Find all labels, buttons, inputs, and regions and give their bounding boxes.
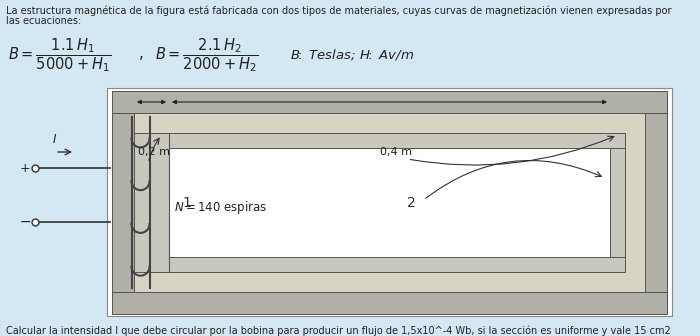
- Bar: [169, 148, 610, 257]
- Text: 1: 1: [183, 196, 191, 210]
- Bar: [134, 133, 154, 272]
- Text: 2: 2: [407, 196, 416, 210]
- Text: $N = 140$ espiras: $N = 140$ espiras: [174, 199, 267, 215]
- Text: $B = \dfrac{1.1\,H_1}{5000 + H_1}$: $B = \dfrac{1.1\,H_1}{5000 + H_1}$: [8, 36, 111, 74]
- Bar: [610, 148, 625, 257]
- Text: −: −: [19, 215, 31, 229]
- Text: $I$: $I$: [52, 133, 57, 146]
- Bar: [112, 292, 667, 314]
- Text: La estructura magnética de la figura está fabricada con dos tipos de materiales,: La estructura magnética de la figura est…: [6, 5, 671, 15]
- Bar: [134, 272, 645, 292]
- Bar: [154, 133, 625, 272]
- Text: 0,4 m: 0,4 m: [379, 147, 412, 157]
- Text: las ecuaciones:: las ecuaciones:: [6, 16, 81, 26]
- Bar: [134, 133, 169, 272]
- Text: +: +: [20, 162, 30, 174]
- Text: $,$: $,$: [138, 47, 144, 62]
- Bar: [154, 133, 625, 148]
- Bar: [134, 113, 645, 133]
- Bar: [112, 91, 667, 113]
- Bar: [112, 113, 134, 292]
- Bar: [625, 133, 645, 272]
- Bar: [154, 257, 625, 272]
- Text: $B\!\!:$ Teslas; $H\!\!:$ Av/m: $B\!\!:$ Teslas; $H\!\!:$ Av/m: [290, 47, 414, 62]
- Text: 0,2 m: 0,2 m: [138, 147, 170, 157]
- Text: Calcular la intensidad I que debe circular por la bobina para producir un flujo : Calcular la intensidad I que debe circul…: [6, 326, 671, 336]
- Bar: [645, 113, 667, 292]
- Text: $B = \dfrac{2.1\,H_2}{2000 + H_2}$: $B = \dfrac{2.1\,H_2}{2000 + H_2}$: [155, 36, 258, 74]
- Bar: [107, 88, 672, 316]
- Bar: [154, 148, 169, 257]
